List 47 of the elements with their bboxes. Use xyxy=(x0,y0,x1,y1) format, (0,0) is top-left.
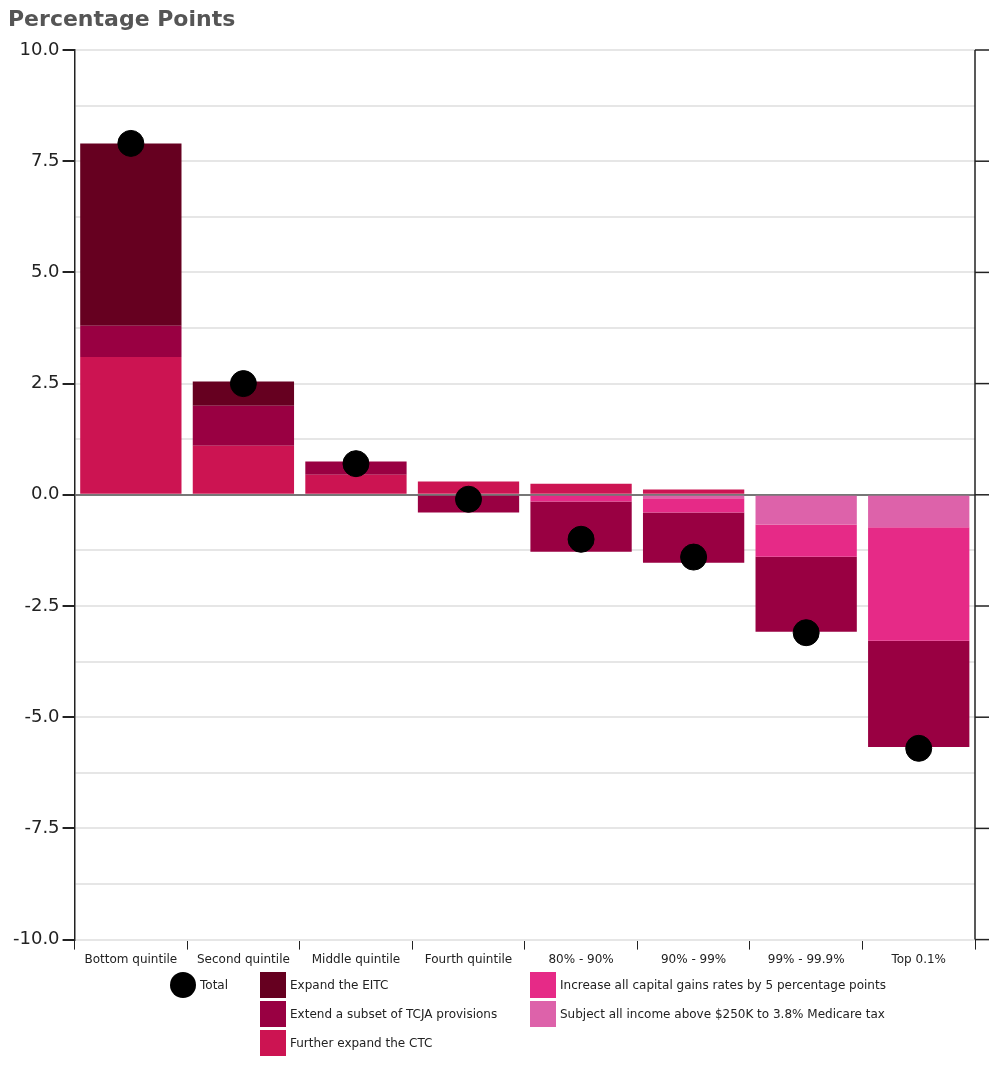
point xyxy=(680,543,708,571)
y-tick-label: 10.0 xyxy=(19,37,60,59)
bar xyxy=(642,498,745,513)
bar xyxy=(192,445,295,494)
bar xyxy=(642,489,745,494)
y-tick-label: 5.0 xyxy=(30,260,60,282)
y-tick-label: -2.5 xyxy=(24,593,60,615)
x-tick-label: Top 0.1% xyxy=(890,951,946,966)
legend-label: Total xyxy=(200,977,229,992)
y-tick-label: 7.5 xyxy=(30,148,60,170)
point xyxy=(905,734,933,762)
bar xyxy=(80,143,182,326)
bar xyxy=(755,495,857,525)
bar xyxy=(305,474,407,494)
bar xyxy=(192,405,295,446)
legend-label: Increase all capital gains rates by 5 percentage points xyxy=(560,977,886,992)
x-tick-label: 99% - 99.9% xyxy=(767,951,845,966)
bar xyxy=(755,524,857,557)
bar xyxy=(868,640,970,747)
x-tick-label: Fourth quintile xyxy=(424,951,513,966)
legend-label: Further expand the CTC xyxy=(290,1035,433,1050)
bar xyxy=(80,356,182,494)
y-tick-label: 2.5 xyxy=(30,371,60,393)
point xyxy=(455,485,483,513)
bar xyxy=(868,527,970,641)
legend-label: Expand the EITC xyxy=(290,977,389,992)
x-tick-label: 80% - 90% xyxy=(548,951,614,966)
y-axis-title: Percentage Points xyxy=(8,6,236,31)
y-tick-label: -10.0 xyxy=(13,927,60,949)
x-tick-label: Bottom quintile xyxy=(84,951,178,966)
bar xyxy=(80,325,182,357)
y-tick-label: -7.5 xyxy=(24,816,60,838)
point xyxy=(229,370,257,398)
y-tick-label: 0.0 xyxy=(30,482,60,504)
legend-label: Subject all income above $250K to 3.8% Medicare tax xyxy=(560,1006,885,1021)
bar xyxy=(642,512,745,563)
x-tick-label: 90% - 99% xyxy=(660,951,727,966)
x-tick-label: Second quintile xyxy=(196,951,290,966)
bar xyxy=(868,495,970,528)
y-tick-label: -5.0 xyxy=(24,704,60,726)
bar xyxy=(755,556,857,632)
point xyxy=(117,129,145,157)
point xyxy=(792,619,820,647)
legend-label: Extend a subset of TCJA provisions xyxy=(290,1006,498,1021)
x-tick-label: Middle quintile xyxy=(311,951,401,966)
bar xyxy=(530,483,632,494)
point xyxy=(342,450,370,478)
